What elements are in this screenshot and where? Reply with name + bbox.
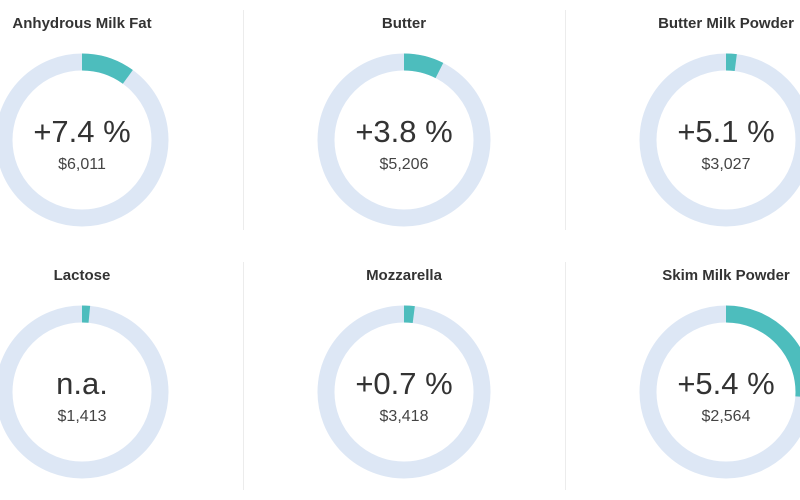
gauge-arc — [725, 305, 800, 397]
gauge-center-text: n.a. — [56, 366, 108, 401]
gauge-title: Anhydrous Milk Fat — [12, 15, 151, 32]
gauge-subtitle: $6,011 — [58, 156, 106, 173]
gauge-arc — [403, 305, 415, 324]
gauge-subtitle: $5,206 — [380, 156, 429, 173]
gauge-title: Lactose — [54, 267, 111, 284]
gauge-title: Skim Milk Powder — [662, 267, 790, 284]
gauge-subtitle: $3,418 — [380, 408, 429, 425]
gauge-center-text: +5.4 % — [677, 366, 774, 401]
gauge-arc — [725, 53, 737, 72]
gauge-title: Butter — [382, 15, 426, 32]
gauge-center-text: +0.7 % — [355, 366, 452, 401]
gauge-title: Butter Milk Powder — [658, 15, 794, 32]
gauge-arc — [403, 53, 444, 79]
gauge-subtitle: $2,564 — [702, 408, 751, 425]
gauge-subtitle: $1,413 — [58, 408, 107, 425]
gauge-center-text: +7.4 % — [33, 114, 130, 149]
gauge-center-text: +5.1 % — [677, 114, 774, 149]
gauge-arc — [81, 53, 133, 84]
gauge-center-text: +3.8 % — [355, 114, 452, 149]
gauge-subtitle: $3,027 — [702, 156, 751, 173]
gauge-title: Mozzarella — [366, 267, 443, 284]
